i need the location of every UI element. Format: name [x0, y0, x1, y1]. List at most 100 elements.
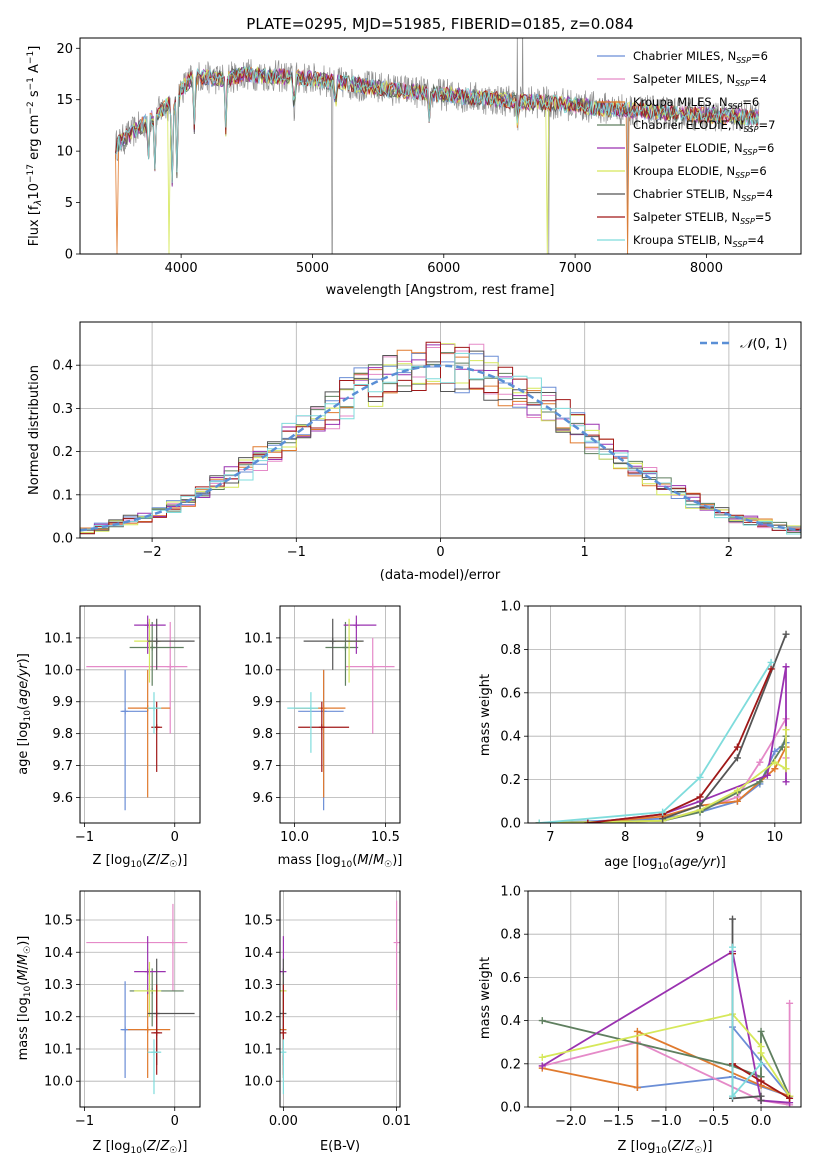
residual-histogram-panel: −2 −1 0 1 2 0.0 0.1 0.2 0.3 0.4 — [52, 321, 802, 560]
mass-vs-metallicity-panel: −1 0 10.0 10.1 10.2 10.3 10.4 10.5 — [44, 890, 201, 1129]
y-tick-label: 10.1 — [44, 631, 73, 646]
mass-weight-vs-age-panel: 7 8 9 10 0.0 0.2 0.4 0.6 0.8 1.0 — [500, 600, 802, 845]
data-point-marker — [146, 987, 153, 994]
errorbar-plot-area — [287, 615, 395, 811]
x-tick-label: −1 — [287, 545, 306, 560]
weight-point-marker — [756, 778, 764, 786]
y-tick-label: 0.4 — [500, 730, 521, 745]
residual-y-label: Normed distribution — [27, 365, 42, 495]
y-tick-label: 15 — [56, 93, 73, 108]
mass-ebv-x-label: E(B-V) — [320, 1139, 360, 1154]
y-tick-label: 0.0 — [52, 532, 73, 547]
weight-point-marker — [771, 765, 779, 773]
data-point-marker — [144, 1026, 151, 1033]
weight-point-marker — [771, 758, 779, 766]
y-tick-label: 10.1 — [44, 1042, 73, 1057]
y-tick-label: 9.8 — [252, 727, 273, 742]
spectrum-legend: Chabrier MILES, NSSP=6 Salpeter MILES, NS… — [597, 49, 775, 249]
gauss-legend-label: 𝒩(0, 1) — [740, 337, 787, 352]
weight-point-marker — [757, 1043, 765, 1051]
age-z-x-label: Z [log10(Z/Z☉)] — [93, 853, 188, 870]
y-tick-label: 0.4 — [500, 1014, 521, 1029]
y-tick-label: 9.7 — [52, 759, 73, 774]
y-tick-label: 0.1 — [52, 488, 73, 503]
y-tick-label: 0 — [65, 248, 73, 263]
x-tick-label: 0.01 — [382, 1114, 411, 1129]
y-tick-label: 5 — [65, 196, 73, 211]
y-tick-label: 0.2 — [500, 1057, 521, 1072]
data-point-marker — [369, 663, 376, 670]
data-point-marker — [307, 705, 314, 712]
x-tick-label: 10.0 — [280, 830, 309, 845]
data-point-marker — [150, 705, 157, 712]
y-tick-label: 1.0 — [500, 885, 521, 900]
weight-point-marker — [756, 758, 764, 766]
weight-point-marker — [659, 808, 667, 816]
spectrum-axes — [79, 37, 802, 255]
y-tick-label: 0.6 — [500, 971, 521, 986]
y-tick-label: 0.2 — [500, 773, 521, 788]
x-tick-label: −1 — [75, 1114, 94, 1129]
legend-label: Chabrier STELIB, NSSP=4 — [633, 187, 773, 203]
y-tick-label: 9.9 — [52, 695, 73, 710]
axes-frame — [279, 605, 401, 824]
weight-point-marker — [786, 999, 794, 1007]
weight-point-marker — [782, 663, 790, 671]
weight-point-marker — [757, 1097, 765, 1105]
data-point-marker — [393, 939, 400, 946]
weight-point-marker — [763, 771, 771, 779]
y-tick-label: 10.2 — [244, 1010, 273, 1025]
x-tick-label: 0 — [171, 1114, 179, 1129]
x-tick-label: 7000 — [559, 261, 592, 276]
legend-label: Kroupa STELIB, NSSP=4 — [633, 233, 764, 249]
weight-point-marker — [729, 943, 737, 951]
data-point-marker — [167, 663, 174, 670]
data-point-marker — [353, 622, 360, 629]
residual-histogram-step — [80, 352, 801, 537]
weight-point-marker — [757, 1049, 765, 1057]
mass-z-y-label: mass [log10(M/M☉)] — [16, 936, 33, 1061]
weight-point-marker — [729, 915, 737, 923]
mass-weight-vs-metallicity-panel: −2.0 −1.5 −1.0 −0.5 0.0 0.0 0.2 0.4 0.6 0.8 1.0 — [500, 885, 802, 1129]
x-tick-label: 5000 — [296, 261, 329, 276]
data-point-marker — [329, 638, 336, 645]
y-tick-label: 0.0 — [500, 817, 521, 832]
x-tick-label: 0 — [171, 830, 179, 845]
spectrum-y-label: Flux [fλ10−17 erg cm−2 s−1 A−1] — [26, 46, 44, 247]
data-point-marker — [169, 939, 176, 946]
mw-z-y-label: mass weight — [478, 957, 493, 1039]
spectrum-x-label: wavelength [Angstrom, rest frame] — [326, 283, 555, 298]
x-tick-label: −1 — [75, 830, 94, 845]
weight-series-line — [587, 746, 787, 823]
x-tick-label: 9 — [696, 830, 704, 845]
x-tick-label: −1.0 — [650, 1114, 682, 1129]
weight-point-marker — [786, 1094, 794, 1102]
weight-plot-area — [538, 915, 794, 1107]
weight-point-marker — [584, 819, 592, 823]
errorbar-plot-area — [86, 615, 195, 811]
y-tick-label: 10.2 — [44, 1010, 73, 1025]
axes-frame — [79, 605, 201, 824]
data-point-marker — [153, 724, 160, 731]
y-tick-label: 10.0 — [44, 1075, 73, 1090]
y-tick-label: 0.4 — [52, 359, 73, 374]
x-tick-label: 0.0 — [751, 1114, 772, 1129]
data-point-marker — [122, 1026, 129, 1033]
age-vs-metallicity-panel: −1 0 9.6 9.7 9.8 9.9 10.0 10.1 — [44, 605, 201, 845]
age-vs-mass-panel: 10.0 10.5 9.6 9.7 9.8 9.9 10.0 10.1 — [244, 605, 401, 845]
weight-point-marker — [633, 1084, 641, 1092]
weight-point-marker — [538, 1053, 546, 1061]
weight-point-marker — [771, 747, 779, 755]
age-mass-x-label: mass [log10(M/M☉)] — [278, 853, 403, 870]
y-tick-label: 10.4 — [244, 946, 273, 961]
y-tick-label: 0.3 — [52, 402, 73, 417]
weight-point-marker — [538, 1062, 546, 1070]
errorbar-plot-area — [86, 903, 195, 1095]
y-tick-label: 0.2 — [52, 445, 73, 460]
gauss-legend: 𝒩(0, 1) — [700, 337, 787, 352]
x-tick-label: 8000 — [690, 261, 723, 276]
residual-x-label: (data-model)/error — [380, 568, 501, 583]
axes-frame — [79, 890, 201, 1108]
y-tick-label: 9.6 — [252, 791, 273, 806]
